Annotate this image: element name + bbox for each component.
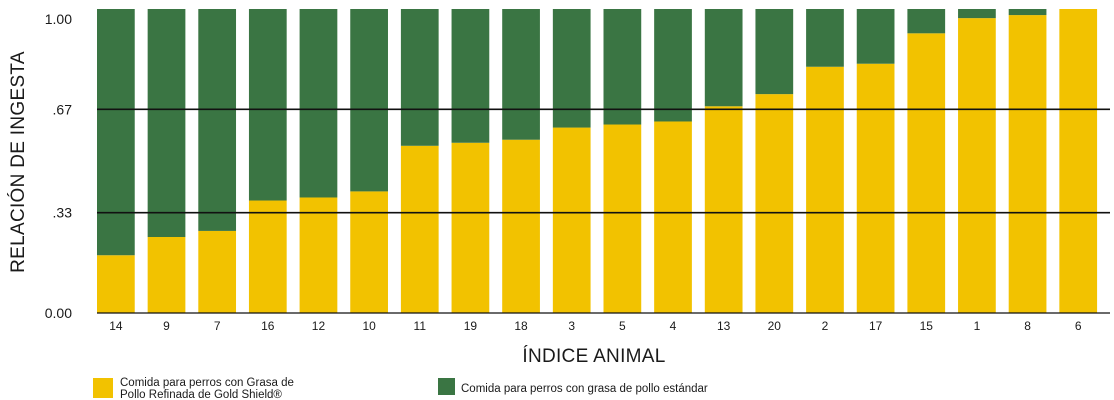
- x-tick-label-1: 1: [974, 319, 981, 333]
- bar-standard-animal-16: [248, 9, 287, 201]
- x-tick-label-13: 13: [717, 319, 731, 333]
- x-axis-label: ÍNDICE ANIMAL: [522, 346, 665, 367]
- bar-standard-animal-14: [97, 9, 135, 256]
- bar-standard-animal-2: [806, 9, 844, 67]
- x-tick-label-9: 9: [163, 319, 170, 333]
- bar-gold-shield-animal-8: [1008, 15, 1047, 314]
- y-tick-label-1.00: 1.00: [45, 11, 72, 27]
- bar-standard-animal-3: [552, 9, 591, 128]
- bar-standard-animal-18: [502, 9, 540, 140]
- x-tick-label-19: 19: [464, 319, 478, 333]
- bar-standard-animal-9: [147, 9, 186, 237]
- legend-swatch-gold-shield: [93, 378, 113, 398]
- bar-gold-shield-animal-10: [350, 191, 388, 313]
- y-tick-label-.33: .33: [53, 205, 73, 221]
- x-tick-label-15: 15: [920, 319, 934, 333]
- bar-gold-shield-animal-20: [755, 94, 794, 314]
- bar-standard-animal-7: [198, 9, 237, 231]
- bar-gold-shield-animal-15: [907, 33, 946, 313]
- bar-standard-animal-5: [603, 9, 642, 125]
- legend: Comida para perros con Grasa de Pollo Re…: [93, 377, 708, 400]
- x-tick-label-2: 2: [822, 319, 829, 333]
- bar-gold-shield-animal-9: [147, 237, 186, 313]
- y-axis-label: RELACIÓN DE INGESTA: [7, 51, 29, 273]
- bar-gold-shield-animal-17: [856, 63, 895, 313]
- bar-gold-shield-animal-5: [603, 124, 642, 314]
- x-tick-label-6: 6: [1075, 319, 1082, 333]
- x-tick-label-4: 4: [670, 319, 677, 333]
- bar-standard-animal-15: [907, 9, 946, 34]
- bar-standard-animal-17: [856, 9, 895, 64]
- x-tick-label-17: 17: [869, 319, 883, 333]
- x-tick-label-16: 16: [261, 319, 275, 333]
- bar-standard-animal-4: [654, 9, 692, 122]
- y-ticks-layer: 0.00 .33 .67 1.00: [45, 11, 72, 321]
- bar-standard-animal-1: [958, 9, 996, 19]
- legend-label-gold-shield-line1: Comida para perros con Grasa de: [120, 377, 294, 389]
- x-tick-label-10: 10: [362, 319, 376, 333]
- bar-gold-shield-animal-2: [806, 66, 844, 313]
- bar-gold-shield-animal-1: [958, 18, 996, 314]
- bar-gold-shield-animal-4: [654, 121, 692, 313]
- bar-gold-shield-animal-11: [400, 145, 439, 313]
- y-tick-label-.67: .67: [53, 101, 73, 117]
- x-tick-label-3: 3: [568, 319, 575, 333]
- bar-gold-shield-animal-19: [451, 142, 490, 313]
- legend-label-gold-shield-line2: Pollo Refinada de Gold Shield®: [120, 389, 282, 400]
- bar-gold-shield-animal-16: [248, 200, 287, 313]
- x-tick-label-18: 18: [514, 319, 528, 333]
- x-tick-label-12: 12: [312, 319, 326, 333]
- y-tick-label-0.00: 0.00: [45, 305, 72, 321]
- bar-gold-shield-animal-7: [198, 230, 237, 313]
- bars-layer: [97, 9, 1098, 314]
- bar-gold-shield-animal-18: [502, 139, 540, 313]
- legend-swatch-standard: [438, 378, 455, 395]
- x-tick-label-8: 8: [1024, 319, 1031, 333]
- bar-gold-shield-animal-14: [97, 255, 135, 313]
- x-tick-label-7: 7: [214, 319, 221, 333]
- bar-standard-animal-11: [400, 9, 439, 146]
- bar-standard-animal-19: [451, 9, 490, 143]
- x-tick-label-5: 5: [619, 319, 626, 333]
- bar-gold-shield-animal-6: [1059, 9, 1098, 313]
- gridlines-layer: [97, 108, 1110, 314]
- bar-standard-animal-12: [299, 9, 338, 198]
- bar-standard-animal-20: [755, 9, 794, 95]
- x-ticks-layer: 14 9 7 16 12 10 11 19 18 3 5 4 13 20 2 17 15 1 8 6: [109, 319, 1082, 333]
- bar-gold-shield-animal-3: [552, 127, 591, 313]
- bar-standard-animal-10: [350, 9, 388, 192]
- bar-gold-shield-animal-12: [299, 197, 338, 313]
- x-tick-label-20: 20: [768, 319, 782, 333]
- legend-label-standard: Comida para perros con grasa de pollo es…: [461, 383, 708, 395]
- bar-standard-animal-13: [704, 9, 743, 107]
- bar-gold-shield-animal-13: [704, 106, 743, 313]
- x-tick-label-11: 11: [414, 319, 427, 333]
- bar-standard-animal-8: [1008, 9, 1047, 16]
- x-tick-label-14: 14: [109, 319, 123, 333]
